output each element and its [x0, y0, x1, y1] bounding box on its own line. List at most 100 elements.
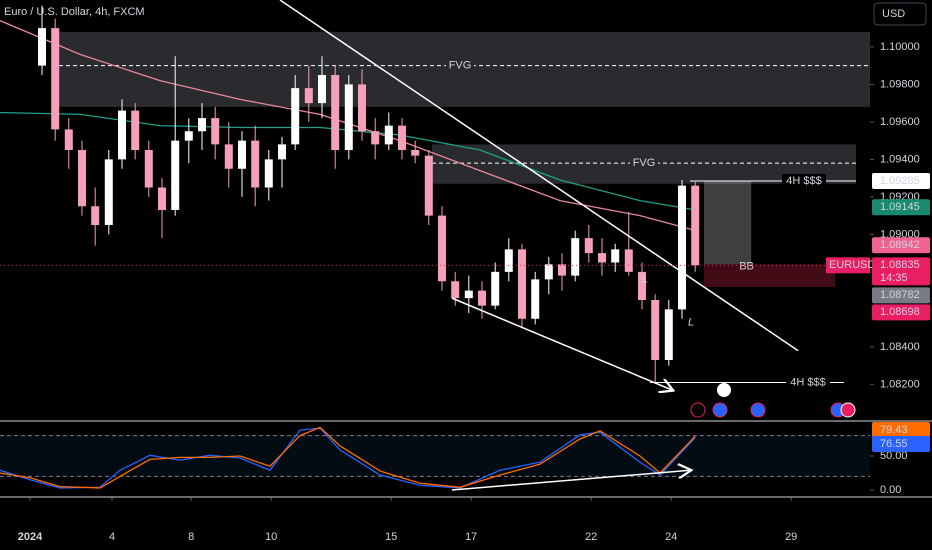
fvg-label: FVG [449, 60, 472, 72]
swing-mark: L [642, 273, 648, 285]
level-label: 4H $$$ [786, 175, 821, 187]
price-label-bg [872, 304, 930, 321]
candle-body [171, 140, 180, 210]
candle-body [544, 264, 553, 280]
candle-body [664, 309, 673, 360]
symbol-label: EURUSD [829, 259, 876, 271]
candle-body [278, 144, 286, 160]
candle-body [598, 253, 606, 263]
fvg-label-bg [630, 156, 658, 171]
y-tick-label: 1.09600 [880, 116, 920, 128]
oscillator-label: 76.55 [880, 438, 908, 450]
event-icon[interactable] [690, 402, 706, 418]
price-label-bg [872, 172, 930, 189]
candle-body [38, 28, 46, 66]
level-label-bg [786, 375, 830, 390]
trend-line [279, 0, 799, 352]
candle-body [291, 88, 300, 145]
candle-body [224, 144, 233, 169]
candle-body [118, 110, 126, 160]
current-price-bg [872, 257, 930, 286]
position-label: BB [739, 260, 754, 272]
currency-label[interactable]: USD [882, 8, 905, 20]
fvg-label-bg [446, 58, 474, 73]
oscillator-label-bg [872, 435, 930, 452]
y-tick-label: 1.08200 [880, 378, 920, 390]
candle-body [464, 290, 473, 299]
price-label-bg [872, 237, 930, 254]
candle-body [318, 75, 326, 104]
x-tick-label: 17 [465, 531, 477, 543]
candle-body [144, 150, 153, 188]
candle-body [238, 140, 246, 169]
candle-body [678, 185, 686, 310]
x-tick-label: 29 [785, 531, 797, 543]
event-icon[interactable] [750, 402, 766, 418]
price-label: 1.08782 [880, 289, 920, 301]
swing-mark: L [688, 316, 694, 328]
candle-body [251, 140, 260, 188]
symbol-label-bg [826, 257, 870, 274]
candle-body [411, 150, 420, 156]
candle-body [438, 215, 446, 282]
candle-body [131, 110, 140, 150]
level-label-bg [782, 173, 826, 188]
candle-body [264, 159, 273, 188]
candle-body [584, 238, 593, 254]
oscillator-line [0, 426, 696, 489]
x-tick-label: 22 [585, 531, 597, 543]
x-tick-label: 8 [188, 531, 194, 543]
event-icon[interactable] [717, 383, 731, 397]
y-tick-label: 1.09400 [880, 153, 920, 165]
y-tick-label: 1.09800 [880, 78, 920, 90]
x-tick-label: 4 [109, 531, 115, 543]
candle-body [691, 185, 700, 266]
chart-title: Euro / U.S. Dollar, 4h, FXCM [4, 6, 145, 18]
candle-body [518, 249, 526, 319]
current-price-label: 1.08835 [880, 259, 920, 271]
candle-body [198, 118, 206, 132]
x-tick-label: 24 [665, 531, 677, 543]
x-tick-label: 10 [265, 531, 277, 543]
price-label-bg [872, 287, 930, 304]
divergence-line [451, 470, 690, 491]
price-label-bg [872, 199, 930, 216]
oscillator-label: 79.43 [880, 424, 908, 436]
price-label: 1.08698 [880, 306, 920, 318]
candle-body [211, 118, 220, 145]
price-label: 1.09285 [880, 175, 920, 187]
x-tick-label: 15 [385, 531, 397, 543]
candle-body [478, 290, 486, 306]
y-tick-label: 1.10000 [880, 41, 920, 53]
candle-body [638, 271, 646, 300]
candle-body [104, 159, 113, 225]
position-stop [704, 264, 836, 287]
candle-body [371, 131, 380, 145]
candle-body [78, 150, 86, 207]
candle-body [64, 129, 73, 150]
candle-body [451, 281, 460, 299]
currency-button[interactable] [873, 2, 927, 26]
event-icon[interactable] [840, 402, 856, 418]
candle-body [624, 249, 633, 272]
x-tick-label: 2024 [18, 531, 43, 543]
candle-body [611, 249, 620, 263]
oscillator-band [0, 435, 870, 477]
candle-body [331, 75, 340, 150]
candle-body [184, 131, 193, 141]
candle-body [491, 271, 500, 306]
event-icon[interactable] [712, 402, 728, 418]
candle-body [358, 84, 366, 132]
candle-body [558, 264, 566, 276]
plot-layer: FVG FVG BB 4H $$$ 4H $$$ L L [0, 0, 874, 501]
candle-body [571, 238, 580, 276]
candle-body [158, 187, 166, 210]
oscillator-tick-label: 0.00 [880, 484, 901, 496]
oscillator-label-bg [872, 422, 930, 438]
candle-body [398, 125, 406, 150]
candle-body [424, 155, 433, 216]
candle-body [504, 249, 513, 272]
price-label: 1.08942 [880, 239, 920, 251]
candle-body [531, 279, 540, 319]
